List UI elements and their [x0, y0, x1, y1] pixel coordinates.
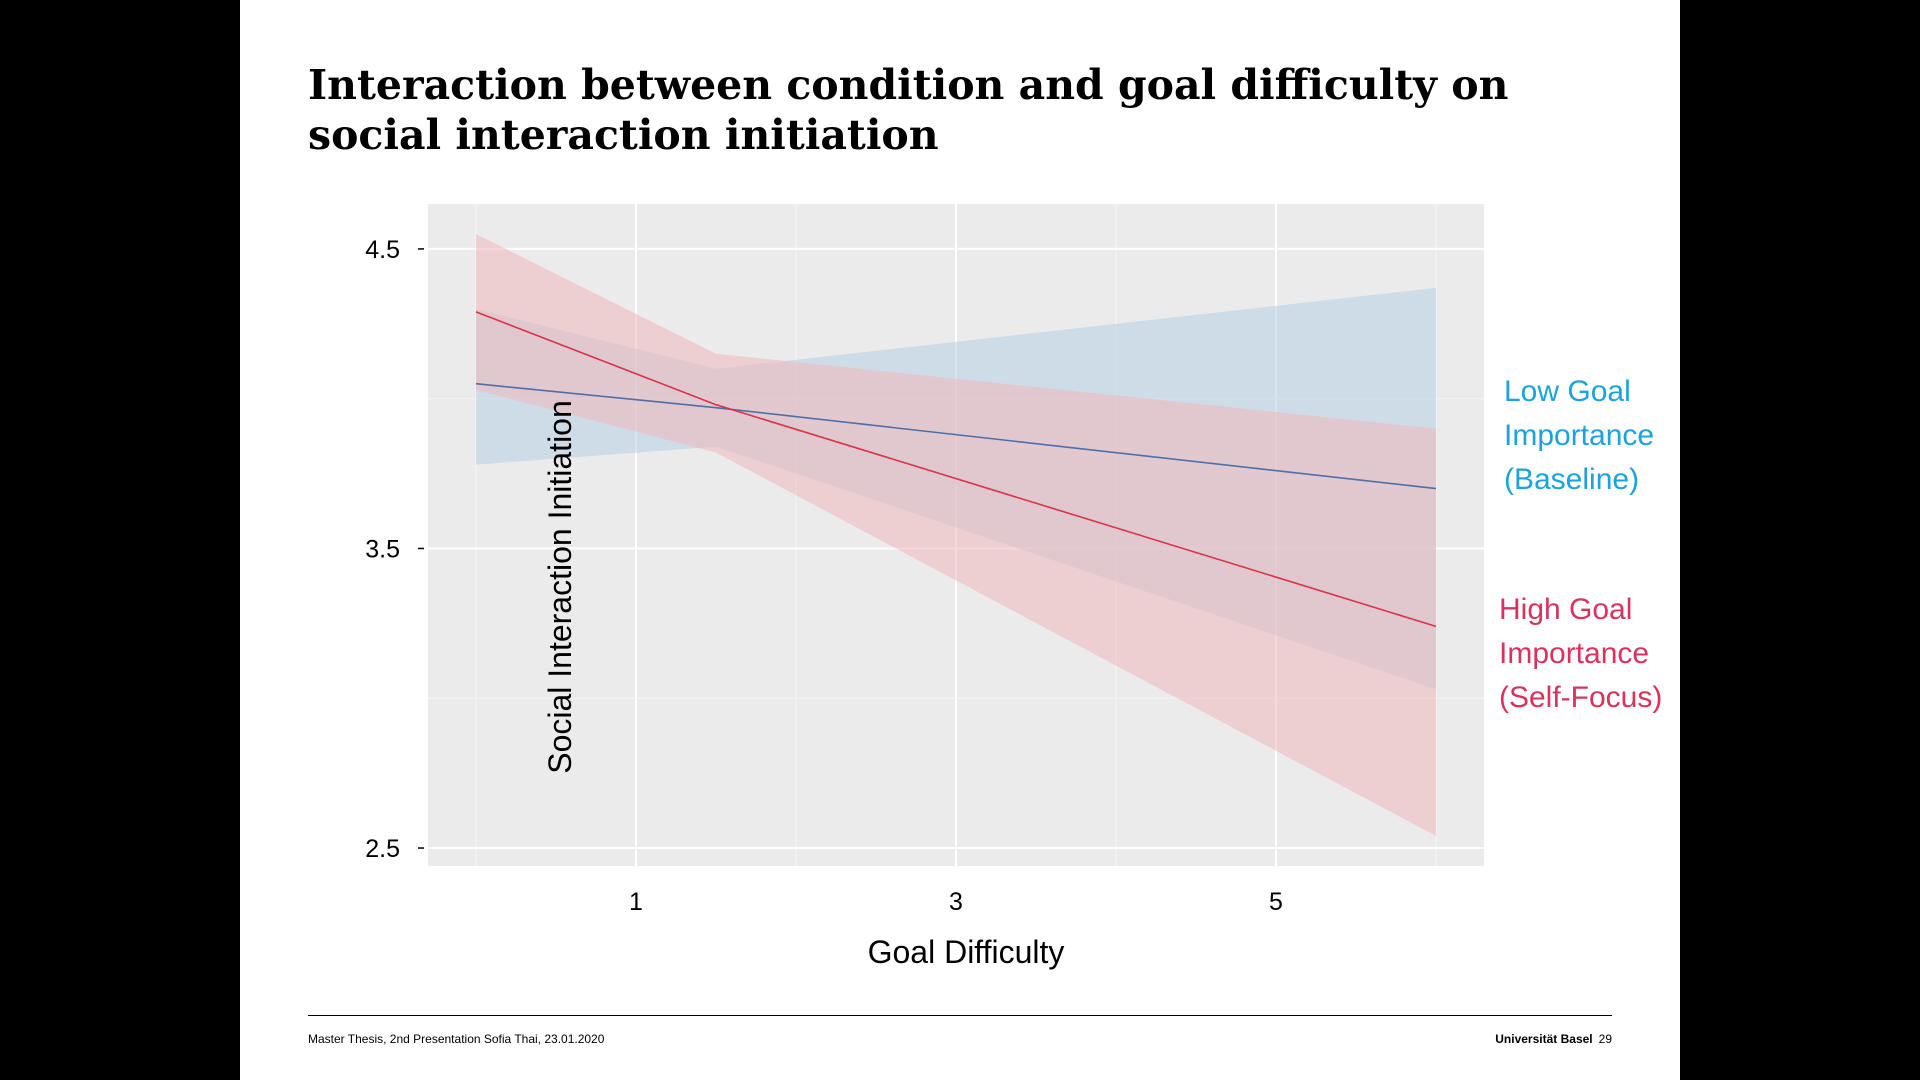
legend-high-importance: High Goal Importance (Self-Focus): [1499, 593, 1663, 714]
x-tick-label: 3: [949, 888, 963, 916]
x-tick-label: 5: [1269, 888, 1283, 916]
slide: Interaction between condition and goal d…: [240, 0, 1680, 1080]
footer-university-page: Universität Basel 29: [1495, 1032, 1612, 1046]
footer-page-number: 29: [1598, 1032, 1612, 1046]
slide-title: Interaction between condition and goal d…: [308, 61, 1509, 159]
confidence-band-high: [476, 233, 1436, 837]
footer-presentation-info: Master Thesis, 2nd Presentation Sofia Th…: [308, 1032, 605, 1046]
x-axis-label: Goal Difficulty: [868, 934, 1065, 970]
y-tick-label: 4.5: [365, 236, 400, 264]
series-line-low: [475, 382, 1437, 490]
y-tick-label: 2.5: [365, 835, 400, 863]
y-axis-label: Social Interaction Initiation: [542, 400, 578, 774]
interaction-chart: 2.5 3.5 4.5 1 3 5 Goal Difficulty Social Intera…: [365, 204, 1484, 970]
series-line-high: [475, 311, 1437, 628]
footer-divider: [308, 1015, 1612, 1016]
legend-low-importance: Low Goal Importance (Baseline): [1504, 375, 1655, 496]
y-tick-label: 3.5: [365, 535, 400, 563]
x-tick-label: 1: [629, 888, 643, 916]
footer-university: Universität Basel: [1495, 1032, 1593, 1046]
